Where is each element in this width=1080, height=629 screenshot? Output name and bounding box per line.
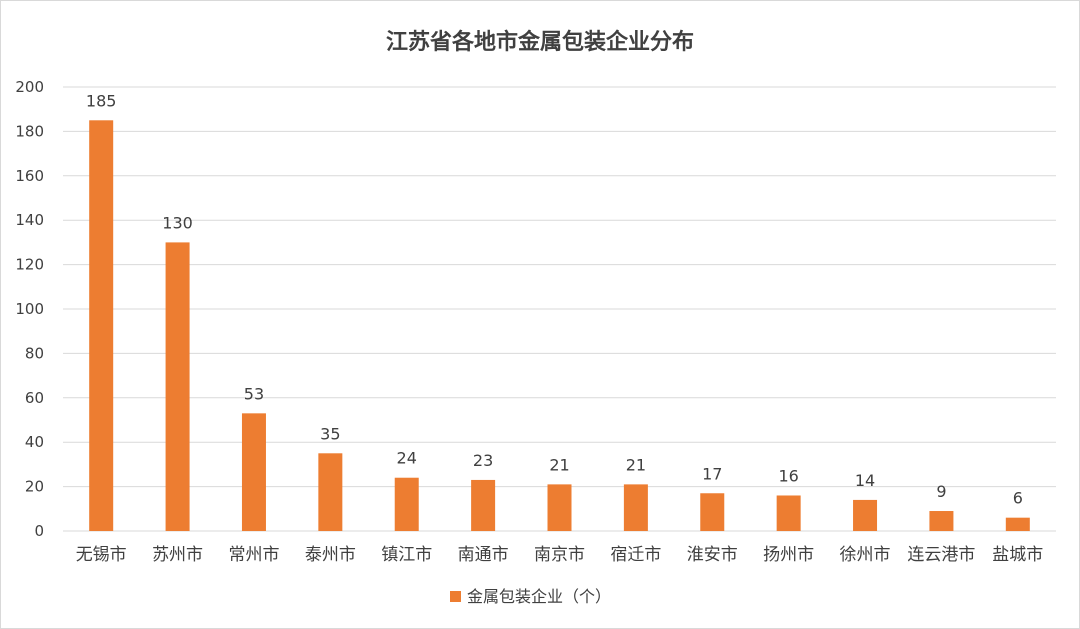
category-label: 南京市	[534, 545, 585, 565]
data-label: 9	[936, 482, 946, 501]
y-axis-ticks: 0 20 40 60 80 100 120 140 160 180 200	[15, 78, 44, 540]
bar	[700, 493, 725, 531]
bar	[776, 495, 801, 531]
data-label: 21	[626, 455, 646, 474]
category-label: 苏州市	[152, 545, 203, 565]
legend: 金属包装企业（个）	[450, 587, 611, 606]
y-tick-label: 40	[25, 433, 44, 451]
data-label: 24	[397, 449, 417, 468]
y-tick-label: 80	[25, 344, 44, 362]
bar	[318, 453, 343, 531]
category-label: 南通市	[458, 545, 509, 565]
bar	[89, 120, 114, 532]
data-label: 17	[702, 464, 722, 483]
bar	[394, 477, 419, 531]
y-tick-label: 100	[15, 300, 44, 318]
category-label: 徐州市	[840, 545, 891, 565]
bar	[929, 511, 954, 531]
y-tick-label: 160	[15, 167, 44, 185]
data-label: 6	[1013, 489, 1023, 508]
data-label: 23	[473, 451, 493, 470]
data-labels: 185 130 53 35 24 23 21 21 17 16 14 9 6	[86, 91, 1023, 507]
y-tick-label: 120	[15, 256, 44, 274]
bar	[853, 499, 878, 531]
y-tick-label: 140	[15, 211, 44, 229]
bar	[1005, 517, 1030, 531]
bar	[623, 484, 648, 531]
data-label: 35	[320, 424, 340, 443]
bar	[471, 479, 496, 531]
category-label: 泰州市	[305, 545, 356, 565]
data-label: 21	[549, 455, 569, 474]
category-labels: 无锡市 苏州市 常州市 泰州市 镇江市 南通市 南京市 宿迁市 淮安市 扬州市 徐州市 连云港市 盐城市	[76, 545, 1044, 565]
legend-swatch	[450, 591, 461, 602]
data-label: 185	[86, 91, 117, 110]
category-label: 扬州市	[763, 545, 814, 565]
category-label: 常州市	[228, 545, 279, 565]
data-label: 16	[778, 466, 798, 485]
category-label: 无锡市	[76, 545, 127, 565]
category-label: 镇江市	[381, 545, 432, 565]
data-label: 14	[855, 471, 875, 490]
data-label: 130	[162, 213, 193, 232]
y-tick-label: 200	[15, 78, 44, 96]
chart-title: 江苏省各地市金属包装企业分布	[386, 29, 694, 55]
gridlines	[63, 86, 1056, 532]
bar	[547, 484, 572, 531]
y-tick-label: 60	[25, 389, 44, 407]
bar	[165, 242, 190, 531]
category-label: 连云港市	[907, 545, 975, 565]
y-tick-label: 0	[34, 522, 44, 540]
data-label: 53	[244, 384, 264, 403]
category-label: 淮安市	[687, 545, 738, 565]
category-label: 盐城市	[992, 545, 1043, 565]
category-label: 宿迁市	[610, 545, 661, 565]
legend-label: 金属包装企业（个）	[467, 587, 611, 606]
bars	[89, 120, 1030, 532]
bar	[241, 413, 266, 531]
y-tick-label: 20	[25, 478, 44, 496]
y-tick-label: 180	[15, 122, 44, 140]
